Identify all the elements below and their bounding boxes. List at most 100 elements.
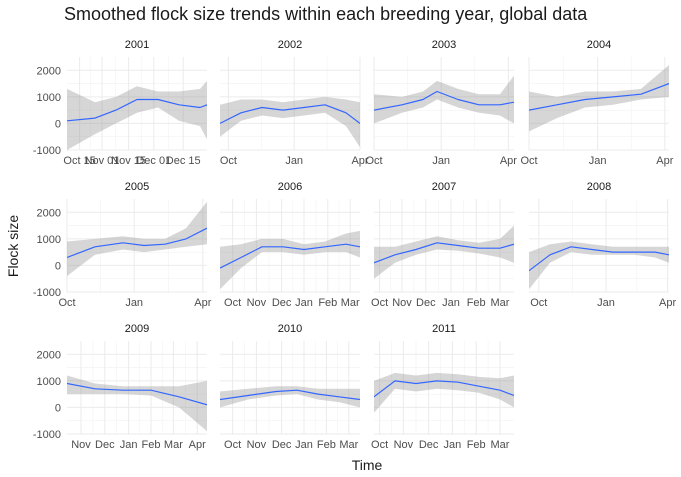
y-tick-label: 2000 — [37, 207, 61, 219]
x-tick-label: Dec 15 — [166, 155, 201, 167]
y-tick-label: -1000 — [33, 429, 61, 441]
x-tick-label: Jan — [597, 297, 615, 309]
panel-background — [374, 199, 514, 292]
y-tick-label: 0 — [55, 402, 61, 414]
smooth-line — [67, 98, 207, 122]
x-tick-label: Feb — [142, 439, 161, 451]
x-tick-label: Jan — [295, 439, 313, 451]
x-tick-label: Dec — [95, 439, 115, 451]
x-tick-label: Mar — [339, 439, 358, 451]
x-tick-label: Oct 15 — [63, 155, 95, 167]
x-tick-label: Mar — [341, 297, 360, 309]
panel-background — [529, 199, 669, 292]
x-tick-label: Oct — [365, 155, 382, 167]
panel-background — [374, 57, 514, 150]
x-tick-label: Oct — [220, 155, 237, 167]
x-tick-label: Dec — [419, 439, 439, 451]
panel-strip-label: 2010 — [278, 323, 302, 335]
x-tick-label: Apr — [656, 155, 673, 167]
x-tick-label: Oct — [224, 439, 241, 451]
panel-strip-label: 2007 — [432, 181, 456, 193]
x-tick-label: Oct — [371, 439, 388, 451]
confidence-band — [529, 241, 669, 290]
x-tick-label: Dec — [416, 297, 436, 309]
x-tick-label: Jan — [444, 439, 462, 451]
x-tick-label: Nov — [392, 297, 412, 309]
y-tick-label: 0 — [55, 118, 61, 130]
smooth-line — [67, 227, 207, 259]
smooth-line — [374, 242, 514, 264]
confidence-band — [220, 386, 360, 408]
panel-strip-label: 2004 — [587, 39, 611, 51]
panel-strip-label: 2002 — [278, 39, 302, 51]
x-tick-label: Nov — [247, 297, 267, 309]
x-tick-label: Mar — [491, 297, 510, 309]
confidence-band — [220, 230, 360, 290]
x-tick-label: Nov — [247, 439, 267, 451]
confidence-band — [67, 201, 207, 277]
x-tick-label: Apr — [351, 155, 368, 167]
facet-panel-2006: 2006 Oct Nov Dec Jan Feb Mar — [220, 181, 360, 309]
y-tick-label: 1000 — [37, 376, 61, 388]
y-tick-label: -1000 — [33, 287, 61, 299]
facet-panel-2009: 2009 2000 1000 0 -1000 Nov Dec Jan Feb Mar Apr — [33, 323, 207, 451]
panel-strip-label: 2011 — [432, 323, 456, 335]
panel-strip-label: 2001 — [125, 39, 149, 51]
y-tick-label: 1000 — [37, 234, 61, 246]
x-tick-label: Nov — [71, 439, 91, 451]
smooth-line — [374, 90, 514, 111]
x-tick-label: Nov — [394, 439, 414, 451]
x-tick-label: Jan — [285, 155, 303, 167]
x-tick-label: Jan — [442, 297, 460, 309]
y-tick-label: 0 — [55, 260, 61, 272]
x-axis-title: Time — [352, 457, 383, 473]
x-tick-label: Oct — [530, 297, 547, 309]
confidence-band — [374, 225, 514, 279]
panel-background — [220, 341, 360, 434]
y-tick-label: -1000 — [33, 145, 61, 157]
x-tick-label: Jan — [589, 155, 607, 167]
x-tick-label: Apr — [189, 439, 206, 451]
x-tick-label: Apr — [659, 297, 676, 309]
confidence-band — [374, 75, 514, 124]
smooth-line — [67, 382, 207, 406]
y-tick-label: 2000 — [37, 65, 61, 77]
x-tick-label: Feb — [318, 297, 337, 309]
x-tick-label: Jan — [120, 439, 138, 451]
x-tick-label: Apr — [500, 155, 517, 167]
x-tick-label: Dec 01 — [136, 155, 171, 167]
x-tick-label: Mar — [164, 439, 183, 451]
y-tick-label: 1000 — [37, 92, 61, 104]
smooth-line — [220, 389, 360, 401]
x-tick-label: Jan — [125, 297, 143, 309]
panel-strip-label: 2009 — [125, 323, 149, 335]
x-tick-label: Feb — [467, 297, 486, 309]
y-tick-label: 2000 — [37, 349, 61, 361]
facet-panel-2007: 2007 Oct Nov Dec Jan Feb Mar — [371, 181, 514, 309]
panel-background — [67, 199, 207, 292]
panel-strip-label: 2005 — [125, 181, 149, 193]
facet-panel-2010: 2010 Oct Nov Dec Jan Feb Mar — [220, 323, 360, 451]
facet-panel-2008: 2008 Oct Jan Apr — [529, 181, 676, 309]
x-tick-label: Jan — [295, 297, 313, 309]
smooth-line — [374, 380, 514, 398]
facet-panel-2003: 2003 Oct Jan Apr — [365, 39, 517, 167]
chart-title: Smoothed flock size trends within each b… — [64, 4, 588, 24]
x-tick-label: Oct — [371, 297, 388, 309]
smooth-line — [220, 243, 360, 269]
x-tick-label: Apr — [194, 297, 211, 309]
x-tick-label: Dec — [272, 297, 292, 309]
panel-background — [220, 57, 360, 150]
x-tick-label: Oct — [520, 155, 537, 167]
smooth-line — [220, 104, 360, 124]
x-tick-label: Feb — [467, 439, 486, 451]
x-tick-label: Mar — [491, 439, 510, 451]
facet-panel-2011: 2011 Oct Nov Dec Jan Feb Mar — [371, 323, 514, 451]
panel-strip-label: 2008 — [587, 181, 611, 193]
facet-panel-2002: 2002 Oct Jan Apr — [220, 39, 369, 167]
x-tick-label: Feb — [317, 439, 336, 451]
panel-background — [374, 341, 514, 434]
